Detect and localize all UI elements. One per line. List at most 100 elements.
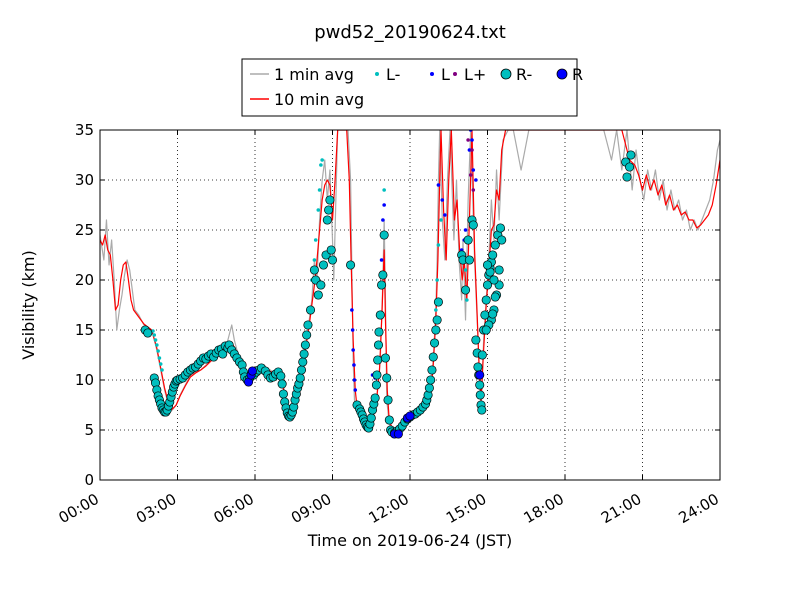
point-r- [460, 285, 471, 295]
point-l- [319, 163, 323, 167]
point-l [470, 138, 474, 142]
point-l [350, 308, 354, 312]
point-r- [313, 290, 323, 300]
y-tick-label: 30 [75, 171, 94, 189]
point-l- [157, 356, 162, 360]
point-r [475, 370, 485, 380]
point-l- [312, 258, 317, 262]
grid [100, 130, 720, 480]
point-l- [155, 343, 159, 347]
point-r- [475, 380, 485, 390]
point-l [351, 348, 355, 352]
point-l- [463, 268, 468, 272]
point-r- [432, 315, 442, 325]
point-r- [371, 380, 381, 390]
legend-swatch-l- [453, 72, 457, 76]
point-r- [318, 260, 329, 270]
point-r- [477, 405, 487, 415]
point-l [467, 148, 472, 152]
point-l [382, 203, 386, 207]
point-r- [373, 340, 384, 350]
point-r- [433, 297, 443, 307]
point-l- [434, 308, 438, 312]
point-r- [475, 390, 485, 400]
point-r- [300, 340, 310, 350]
point-r- [622, 172, 632, 182]
point-r- [302, 330, 312, 340]
point-l [379, 258, 384, 262]
point-l- [153, 338, 158, 342]
chart-title: pwd52_20190624.txt [314, 22, 506, 43]
point-r- [429, 338, 440, 348]
point-r- [495, 223, 505, 233]
point-r [393, 429, 403, 439]
y-axis-label: Visibility (km) [19, 250, 38, 359]
point-r- [497, 235, 507, 245]
y-tick-label: 0 [84, 471, 94, 489]
y-tick-label: 25 [75, 221, 94, 239]
point-l- [160, 368, 164, 372]
point-r [247, 366, 257, 376]
point-l- [468, 173, 473, 177]
series-layer [100, 130, 720, 439]
point-r- [424, 383, 434, 393]
point-r- [346, 260, 356, 270]
point-r- [296, 365, 307, 375]
point-r- [428, 352, 438, 362]
point-l [443, 213, 447, 217]
point-r- [295, 373, 305, 383]
point-l [352, 363, 356, 367]
point-r- [481, 295, 491, 305]
point-l- [156, 349, 160, 353]
point-r- [482, 260, 493, 270]
point-r- [378, 270, 388, 280]
point-r- [494, 265, 504, 275]
point-r- [489, 275, 499, 285]
point-l- [439, 218, 443, 222]
point-r- [488, 250, 498, 260]
point-l [350, 328, 355, 332]
point-l- [471, 188, 476, 192]
point-r- [373, 355, 383, 365]
point-r- [490, 292, 500, 302]
point-l [463, 228, 468, 232]
legend-label-10-min-avg: 10 min avg [274, 90, 364, 109]
legend-swatch-r- [500, 68, 512, 80]
point-r- [375, 310, 385, 320]
point-r- [278, 389, 288, 399]
legend-box [241, 58, 578, 117]
point-l [352, 378, 357, 382]
point-r- [482, 280, 493, 290]
point-r- [303, 320, 313, 330]
point-r- [379, 230, 389, 240]
point-r- [481, 325, 491, 335]
point-l [440, 198, 445, 202]
point-r- [309, 265, 319, 275]
point-r- [305, 305, 316, 315]
point-r- [370, 393, 380, 403]
point-r- [322, 215, 332, 225]
point-r- [326, 245, 336, 255]
point-r- [374, 327, 384, 337]
y-tick-label: 20 [75, 271, 94, 289]
point-r- [625, 162, 635, 172]
point-r- [626, 150, 636, 160]
point-l- [465, 298, 469, 302]
legend-label-r-: R- [516, 65, 532, 84]
point-r- [473, 362, 483, 372]
point-r- [377, 280, 387, 290]
point-r- [366, 413, 376, 423]
point-r- [477, 350, 487, 360]
legend-label-l: L [441, 65, 450, 84]
point-r- [383, 395, 393, 405]
point-r- [382, 373, 392, 383]
legend-swatch-l- [375, 72, 379, 76]
point-l- [470, 148, 474, 152]
point-r- [143, 328, 153, 338]
y-tick-label: 35 [75, 121, 94, 139]
point-r- [372, 370, 382, 380]
point-r [405, 411, 415, 421]
legend-label-r: R [572, 65, 583, 84]
legend-label-l-: L+ [464, 65, 486, 84]
